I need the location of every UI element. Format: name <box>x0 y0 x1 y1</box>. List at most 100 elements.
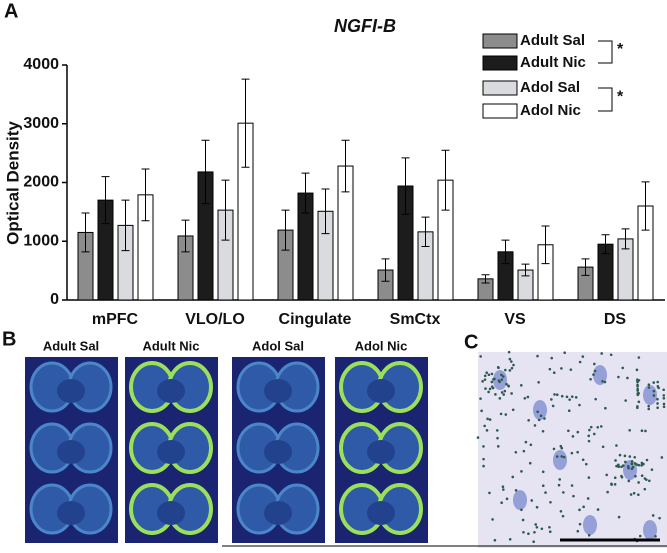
error-bar <box>181 219 190 253</box>
column-label: Adult Nic <box>142 338 199 353</box>
silver-grain <box>543 417 546 420</box>
y-tick-label: 1000 <box>23 232 59 249</box>
silver-grain <box>645 458 649 462</box>
error-bar <box>381 258 390 282</box>
silver-grain <box>588 428 591 432</box>
silver-grain <box>662 396 666 400</box>
y-tick-label: 4000 <box>23 56 59 73</box>
brain-core <box>264 379 292 403</box>
silver-grain <box>618 453 622 457</box>
silver-grain <box>582 505 585 509</box>
silver-grain <box>485 429 489 432</box>
silver-grain <box>501 485 505 488</box>
error-bar <box>481 274 490 284</box>
silver-grain <box>555 455 559 458</box>
silver-grain <box>523 397 527 400</box>
silver-grain <box>530 499 534 502</box>
cell-nucleus <box>553 450 567 470</box>
silver-grain <box>576 430 580 434</box>
silver-grain <box>504 413 508 416</box>
silver-grain <box>613 476 617 479</box>
silver-grain <box>496 365 500 369</box>
silver-grain <box>526 395 530 399</box>
silver-grain <box>548 367 552 371</box>
silver-grain <box>620 475 624 479</box>
silver-grain <box>570 451 574 455</box>
silver-grain <box>584 462 588 466</box>
error-bar <box>541 225 550 265</box>
silver-grain <box>500 501 503 505</box>
silver-grain <box>654 534 657 538</box>
silver-grain <box>550 398 553 401</box>
silver-grain <box>514 450 518 454</box>
silver-grain <box>637 481 640 484</box>
silver-grain <box>652 389 656 393</box>
brain-core <box>57 440 85 464</box>
silver-grain <box>638 534 642 538</box>
silver-grain <box>603 380 607 384</box>
silver-grain <box>480 409 483 413</box>
silver-grain <box>486 417 489 421</box>
silver-grain <box>656 397 659 401</box>
silver-grain <box>578 360 582 364</box>
silver-grain <box>508 357 512 361</box>
error-bar <box>321 188 330 235</box>
silver-grain <box>498 397 502 400</box>
x-tick-label: VLO/LO <box>185 311 245 328</box>
silver-grain <box>609 353 613 357</box>
silver-grain <box>536 410 539 414</box>
silver-grain <box>567 409 571 412</box>
silver-grain <box>626 465 630 468</box>
silver-grain <box>578 403 581 407</box>
silver-grain <box>605 473 608 477</box>
silver-grain <box>496 436 499 440</box>
silver-grain <box>643 477 647 480</box>
silver-grain <box>508 369 512 372</box>
silver-grain <box>511 475 515 479</box>
silver-grain <box>636 393 640 397</box>
silver-grain <box>647 407 651 411</box>
silver-grain <box>505 497 509 501</box>
silver-grain <box>621 366 625 370</box>
silver-grain <box>481 380 484 383</box>
silver-grain <box>662 405 666 409</box>
silver-grain <box>512 363 515 367</box>
error-bar <box>441 149 450 211</box>
silver-grain <box>587 439 591 443</box>
silver-grain <box>527 418 530 422</box>
silver-grain <box>560 455 564 458</box>
silver-grain <box>610 482 613 486</box>
silver-grain <box>479 355 482 358</box>
silver-grain <box>505 382 508 386</box>
chart-title: NGFI-B <box>334 16 396 36</box>
silver-grain <box>490 380 494 384</box>
silver-grain <box>500 391 504 394</box>
silver-grain <box>550 356 554 360</box>
error-bar <box>521 263 530 277</box>
silver-grain <box>541 484 545 488</box>
cell-nucleus <box>643 520 657 540</box>
silver-grain <box>581 355 585 358</box>
error-bar <box>281 209 290 251</box>
silver-grain <box>520 508 523 512</box>
brain-core <box>264 501 292 525</box>
silver-grain <box>511 408 515 412</box>
silver-grain <box>574 396 578 399</box>
silver-grain <box>500 373 503 377</box>
silver-grain <box>552 371 556 375</box>
silver-grain <box>621 464 625 467</box>
silver-grain <box>537 418 541 422</box>
silver-grain <box>630 460 634 463</box>
silver-grain <box>541 429 545 433</box>
silver-grain <box>620 465 623 469</box>
error-bar <box>421 216 430 248</box>
silver-grain <box>624 399 627 402</box>
error-bar <box>501 239 510 265</box>
silver-grain <box>487 390 490 394</box>
y-tick-label: 2000 <box>23 174 59 191</box>
silver-grain <box>628 428 631 432</box>
silver-grain <box>519 384 523 387</box>
silver-grain <box>592 432 596 436</box>
silver-grain <box>637 400 641 404</box>
